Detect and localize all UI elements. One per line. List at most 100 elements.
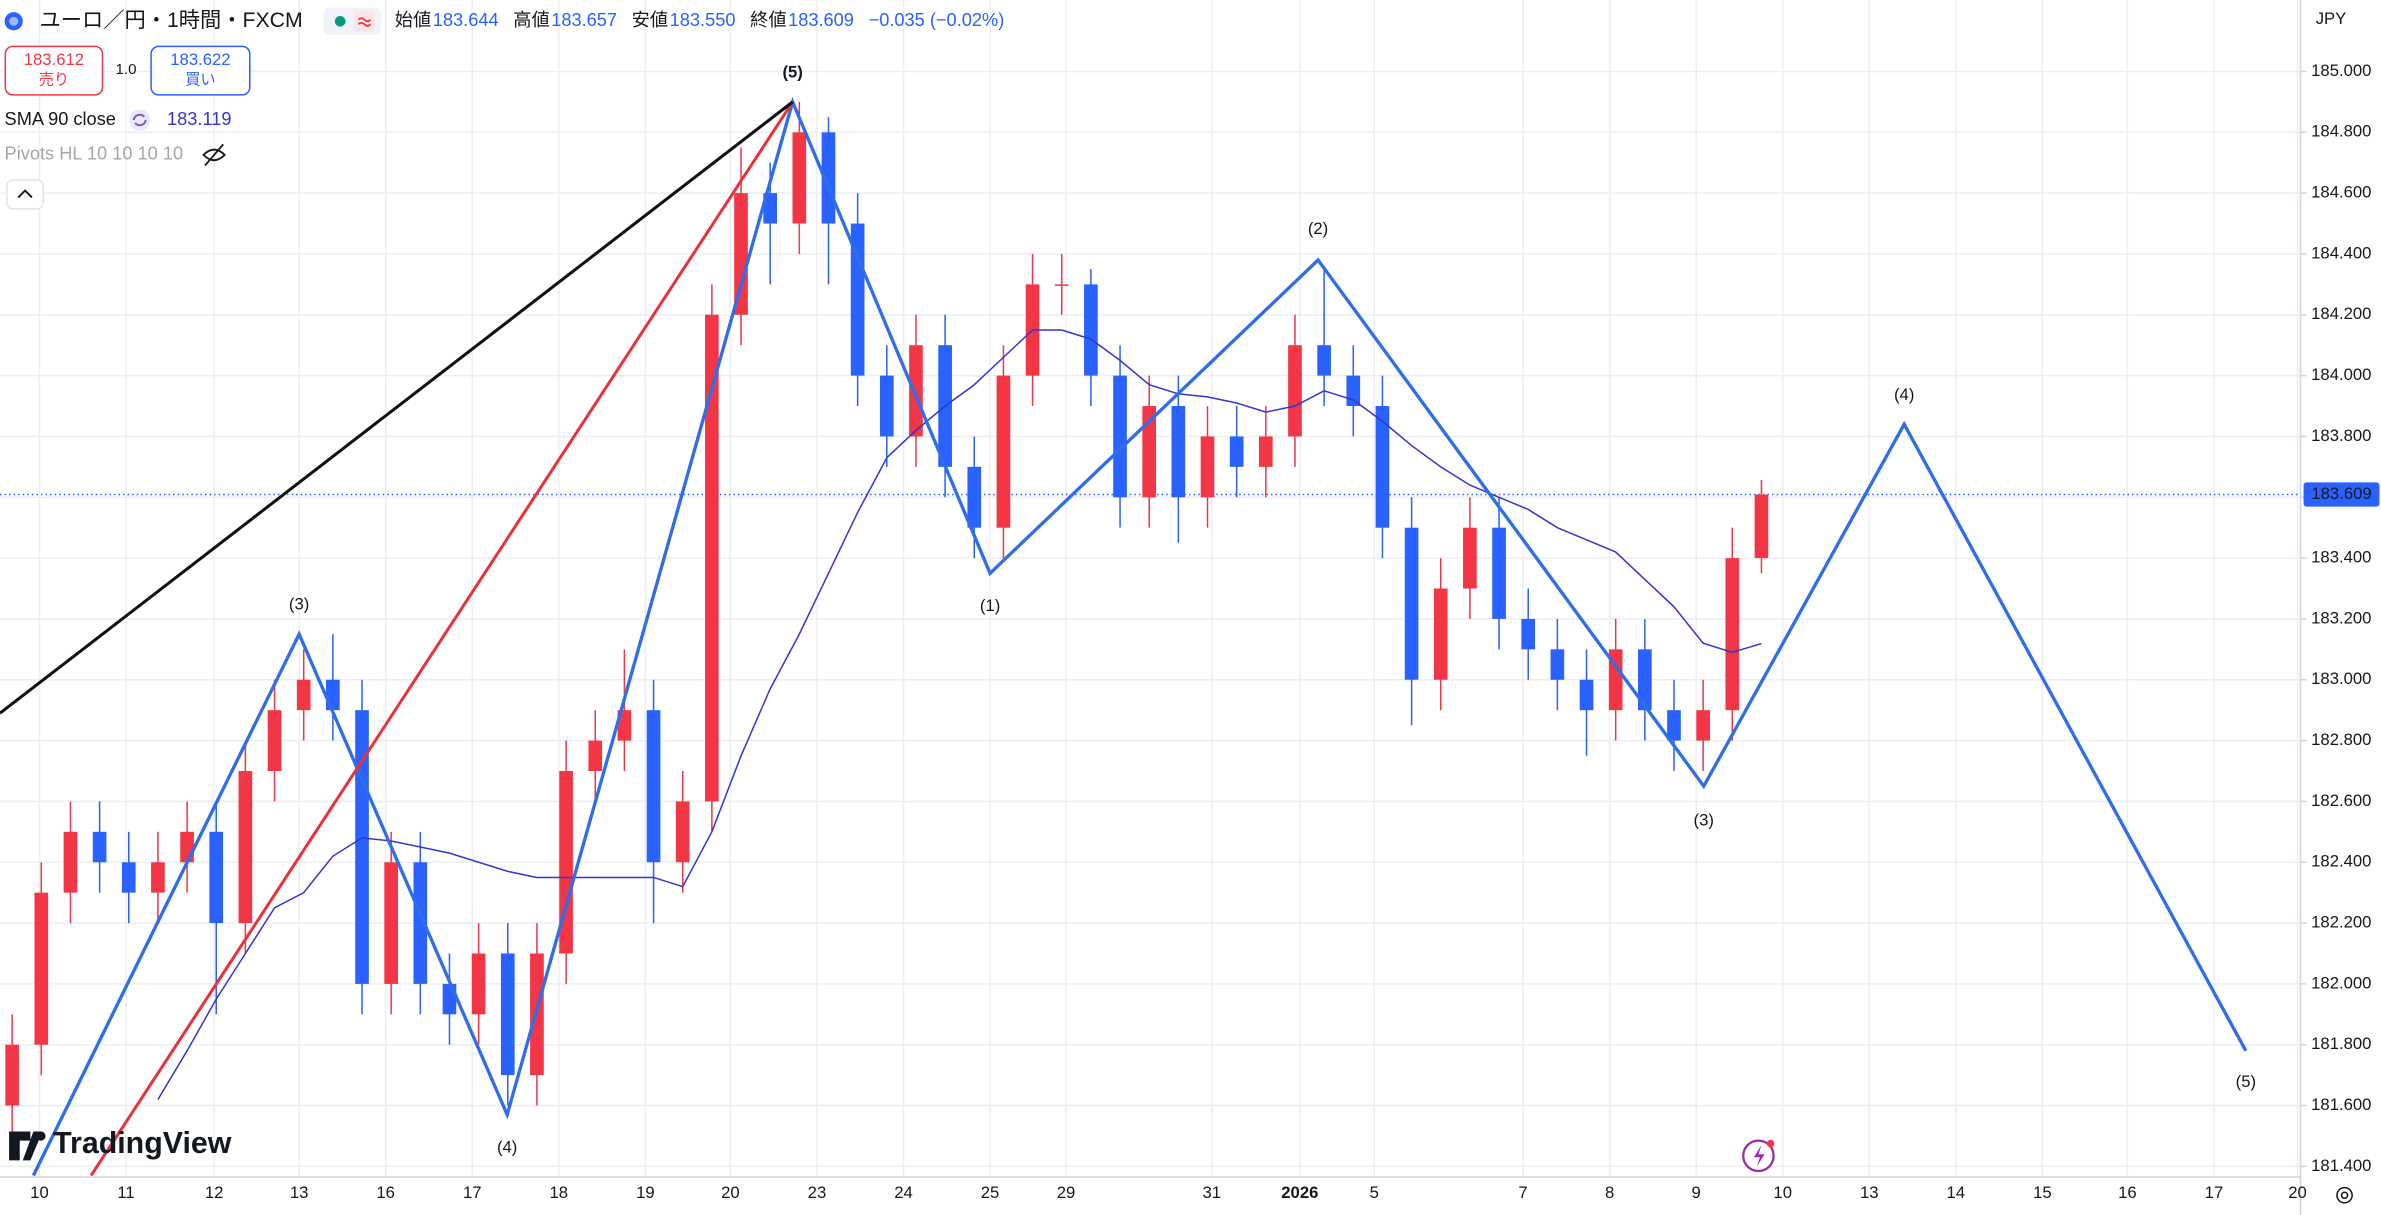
sell-price: 183.612 bbox=[24, 50, 84, 69]
candle-body bbox=[1638, 649, 1652, 711]
x-tick-label: 23 bbox=[808, 1183, 827, 1202]
collapse-button[interactable] bbox=[6, 179, 45, 210]
candle-body bbox=[326, 679, 340, 711]
quantity: 1.0 bbox=[115, 61, 136, 78]
wave-label: (3) bbox=[289, 595, 309, 614]
candle-body bbox=[1579, 679, 1594, 711]
x-tick-label: 25 bbox=[981, 1183, 1000, 1202]
wave-label: (4) bbox=[1894, 385, 1914, 404]
candle-body bbox=[1142, 406, 1157, 498]
candle-body bbox=[821, 132, 836, 224]
hidden-icon[interactable] bbox=[202, 143, 227, 167]
y-tick-label: 184.400 bbox=[2311, 243, 2371, 262]
candle-body bbox=[34, 892, 49, 1045]
candle-body bbox=[92, 831, 107, 863]
legend-panel: ユーロ／円・1時間・FXCM 始値 183.644 高値 183.657 安値 … bbox=[4, 7, 2353, 1204]
brand-logo bbox=[9, 1131, 43, 1161]
candle-body bbox=[1725, 558, 1740, 711]
y-tick-label: 184.000 bbox=[2311, 365, 2371, 384]
candle-body bbox=[1229, 436, 1244, 467]
axes: 181.400 181.600 181.800 182.000 182.200 182.4… bbox=[30, 61, 2380, 1202]
candle-body bbox=[675, 801, 690, 863]
change-value: −0.035 (−0.02%) bbox=[869, 10, 1005, 30]
settings-icon bbox=[2340, 1191, 2349, 1200]
candle-body bbox=[296, 679, 311, 711]
y-tick-label: 183.200 bbox=[2311, 608, 2371, 627]
plot: (3) (4) (5) (1) (2) (3) (4) (5) bbox=[0, 62, 2301, 1177]
candle-body bbox=[1608, 649, 1623, 711]
candle-body bbox=[471, 953, 486, 1015]
alert-icon bbox=[1753, 1145, 1765, 1167]
candle-body bbox=[617, 710, 632, 741]
y-tick-label: 184.800 bbox=[2311, 122, 2371, 141]
y-tick-label: 185.000 bbox=[2311, 61, 2371, 80]
x-tick-label: 13 bbox=[1860, 1183, 1879, 1202]
candle-body bbox=[792, 132, 807, 224]
x-tick-label: 11 bbox=[117, 1183, 134, 1202]
x-tick-label: 17 bbox=[2205, 1183, 2224, 1202]
x-tick-label: 20 bbox=[721, 1183, 740, 1202]
x-tick-label: 29 bbox=[1057, 1183, 1076, 1202]
candle-body bbox=[1667, 710, 1681, 741]
candle-body bbox=[1346, 375, 1361, 407]
candle-body bbox=[1113, 375, 1127, 498]
x-tick-label: 19 bbox=[636, 1183, 655, 1202]
y-tick-label: 183.400 bbox=[2311, 548, 2371, 567]
candle-body bbox=[1550, 649, 1565, 680]
ohlc-value: 183.609 bbox=[788, 10, 854, 30]
candle-body bbox=[384, 862, 398, 984]
candle-body bbox=[967, 466, 982, 528]
sell-button[interactable] bbox=[4, 45, 104, 96]
sell-label: 売り bbox=[39, 72, 69, 89]
x-tick-label: 18 bbox=[550, 1183, 569, 1202]
candle-body bbox=[1463, 527, 1477, 589]
candle-body bbox=[879, 375, 894, 437]
brand-logo bbox=[36, 1131, 46, 1141]
trend-line bbox=[0, 100, 794, 715]
candle-body bbox=[1754, 494, 1769, 559]
sma-line bbox=[157, 329, 1762, 1100]
candle-body bbox=[1288, 345, 1302, 437]
candle-body bbox=[1200, 436, 1215, 498]
x-tick-label: 5 bbox=[1370, 1183, 1379, 1202]
candle-body bbox=[151, 862, 165, 893]
x-tick-label: 24 bbox=[894, 1183, 913, 1202]
ohlc-label: 始値 bbox=[395, 10, 431, 30]
y-tick-label: 182.200 bbox=[2311, 912, 2371, 931]
candle-body bbox=[763, 193, 778, 224]
x-tick-label: 2026 bbox=[1281, 1183, 1318, 1202]
candle-body bbox=[413, 862, 428, 984]
collapse-icon bbox=[17, 189, 33, 199]
x-tick-label: 17 bbox=[463, 1183, 482, 1202]
settings-icon[interactable] bbox=[2336, 1186, 2353, 1204]
candle-body bbox=[180, 831, 194, 863]
y-tick-label: 184.600 bbox=[2311, 183, 2371, 202]
status-icon bbox=[357, 17, 372, 27]
candle-body bbox=[559, 771, 573, 954]
symbol-title: ユーロ／円・1時間・FXCM bbox=[39, 8, 302, 32]
symbol-icon bbox=[9, 16, 19, 26]
candle-body bbox=[1171, 406, 1186, 498]
candle-body bbox=[355, 710, 369, 984]
candle-body bbox=[1696, 710, 1710, 741]
buy-label: 買い bbox=[185, 72, 215, 89]
candle-body bbox=[734, 193, 748, 315]
candle-body bbox=[588, 740, 603, 772]
wave-line bbox=[31, 96, 2248, 1177]
y-tick-label: 182.800 bbox=[2311, 730, 2371, 749]
wave-label: (1) bbox=[980, 596, 1000, 615]
candle-body bbox=[1084, 284, 1098, 376]
x-tick-label: 10 bbox=[30, 1183, 49, 1202]
ohlc-label: 終値 bbox=[750, 10, 786, 30]
candle-body bbox=[996, 375, 1011, 528]
buy-button[interactable] bbox=[150, 45, 251, 96]
candle-body bbox=[5, 1044, 19, 1106]
candle-body bbox=[209, 831, 224, 924]
ohlc-value: 183.644 bbox=[433, 10, 499, 30]
y-tick-label: 182.600 bbox=[2311, 791, 2371, 810]
indicator-icon[interactable] bbox=[129, 109, 151, 131]
indicator-icon bbox=[132, 113, 147, 127]
x-tick-label: 13 bbox=[290, 1183, 309, 1202]
currency-label[interactable]: JPY bbox=[2316, 9, 2347, 28]
